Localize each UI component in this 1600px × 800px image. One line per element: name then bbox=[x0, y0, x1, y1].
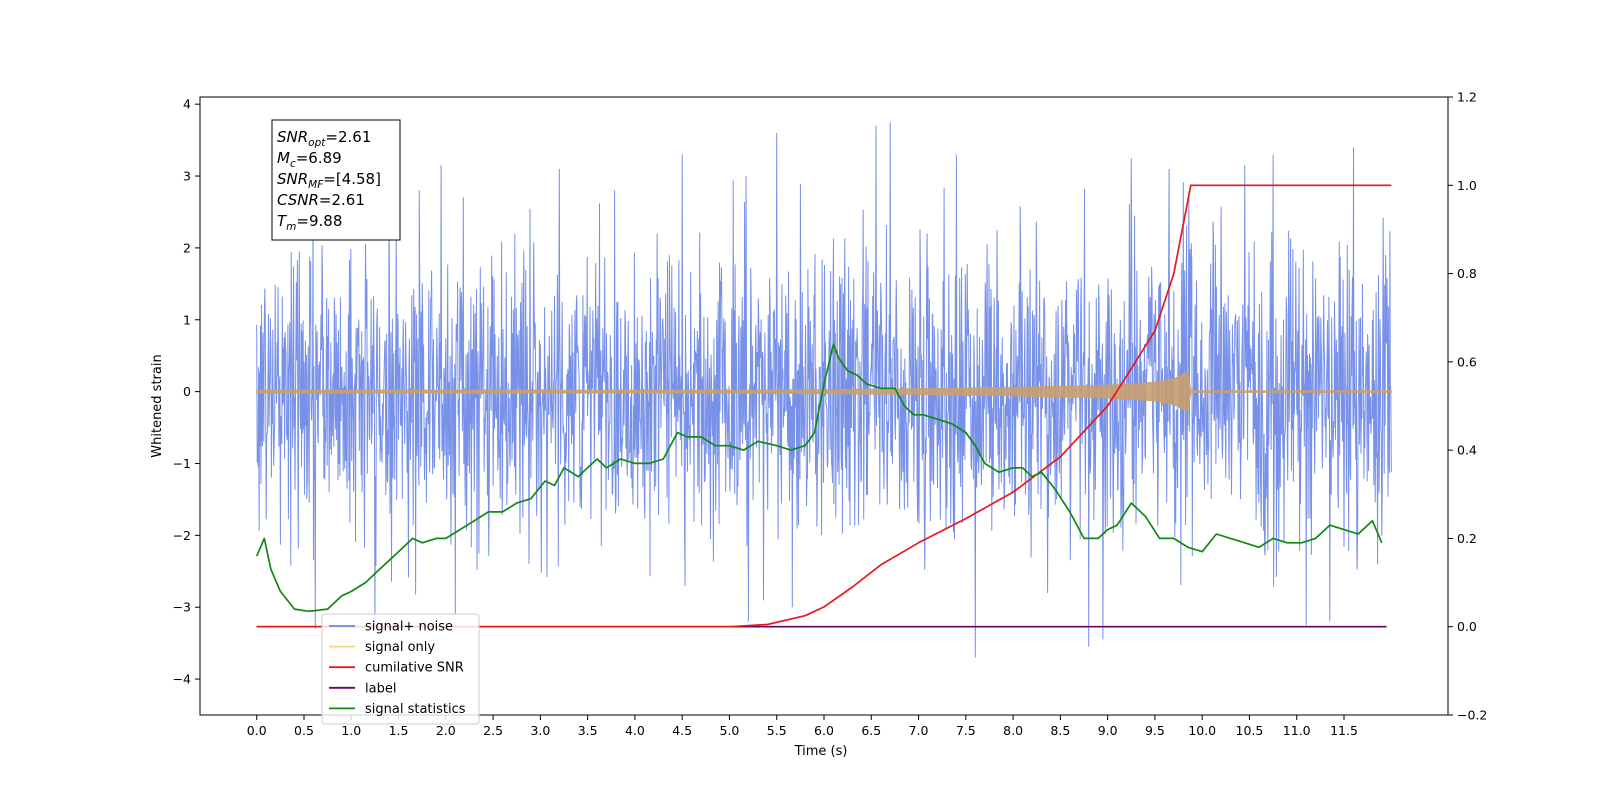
y2-tick-label: 1.2 bbox=[1457, 90, 1477, 105]
y-axis-right: −0.2 0.0 0.2 0.4 0.6 0.8 1.0 1.2 bbox=[1448, 90, 1487, 723]
x-tick-label: 7.0 bbox=[909, 723, 929, 738]
info-box-line: SNRMF=[4.58] bbox=[277, 170, 381, 191]
y2-tick-label: 0.6 bbox=[1457, 354, 1477, 369]
signal-only-envelope bbox=[256, 371, 1392, 412]
info-box-line: SNRopt=2.61 bbox=[277, 128, 371, 149]
legend-frame bbox=[321, 613, 480, 725]
y2-tick-label: 0.0 bbox=[1457, 619, 1477, 634]
y-tick-label: 4 bbox=[183, 97, 191, 112]
y-tick-label: −1 bbox=[173, 456, 191, 471]
y-tick-label: −2 bbox=[173, 528, 191, 543]
x-tick-label: 7.5 bbox=[956, 723, 976, 738]
legend-entry: label bbox=[365, 681, 396, 696]
x-axis: 0.0 0.5 1.0 1.5 2.0 2.5 3.0 3.5 4.0 4.5 5.0 5.5 6.0 6… bbox=[247, 715, 1358, 738]
x-tick-label: 5.5 bbox=[767, 723, 787, 738]
y-tick-label: −4 bbox=[173, 672, 191, 687]
x-tick-label: 8.0 bbox=[1003, 723, 1023, 738]
info-box-line: Tm=9.88 bbox=[277, 212, 342, 233]
x-tick-label: 4.5 bbox=[672, 723, 692, 738]
x-tick-label: 2.5 bbox=[483, 723, 503, 738]
y2-tick-label: 0.4 bbox=[1457, 443, 1477, 458]
legend-entry: cumilative SNR bbox=[365, 661, 464, 676]
x-tick-label: 0.5 bbox=[294, 723, 314, 738]
x-tick-label: 10.0 bbox=[1188, 723, 1216, 738]
y2-tick-label: 0.8 bbox=[1457, 266, 1477, 281]
y2-tick-label: 0.2 bbox=[1457, 531, 1477, 546]
y-tick-label: 3 bbox=[183, 169, 191, 184]
x-tick-label: 5.0 bbox=[720, 723, 740, 738]
cumilative-snr-line bbox=[256, 184, 1392, 628]
y-axis-left: −4 −3 −2 −1 0 1 2 3 4 bbox=[173, 97, 200, 687]
signal-only-series bbox=[256, 371, 1392, 412]
y-tick-label: 1 bbox=[183, 312, 191, 327]
y-tick-label: −3 bbox=[173, 600, 191, 615]
y2-tick-label: −0.2 bbox=[1457, 708, 1487, 723]
x-tick-label: 10.5 bbox=[1236, 723, 1264, 738]
x-tick-label: 9.0 bbox=[1098, 723, 1118, 738]
x-tick-label: 3.0 bbox=[530, 723, 550, 738]
y2-tick-label: 1.0 bbox=[1457, 178, 1477, 193]
x-tick-label: 0.0 bbox=[247, 723, 267, 738]
info-box-frame bbox=[271, 119, 401, 241]
legend: signal+ noise signal only cumilative SNR la… bbox=[321, 613, 480, 725]
y-axis-label: Whitened strain bbox=[150, 354, 165, 457]
y-tick-label: 0 bbox=[183, 384, 191, 399]
legend-entry: signal+ noise bbox=[365, 620, 453, 635]
y-tick-label: 2 bbox=[183, 240, 191, 255]
signal-statistics-line bbox=[255, 343, 1383, 613]
info-box-line: CSNR=2.61 bbox=[277, 191, 365, 209]
x-axis-label: Time (s) bbox=[794, 744, 848, 759]
x-tick-label: 8.5 bbox=[1050, 723, 1070, 738]
legend-entry: signal only bbox=[365, 640, 435, 655]
legend-entry: signal statistics bbox=[365, 702, 466, 717]
x-tick-label: 6.0 bbox=[814, 723, 834, 738]
x-tick-label: 11.5 bbox=[1330, 723, 1358, 738]
x-tick-label: 3.5 bbox=[578, 723, 598, 738]
info-box-line: Mc=6.89 bbox=[277, 149, 342, 170]
x-tick-label: 2.0 bbox=[436, 723, 456, 738]
x-tick-label: 6.5 bbox=[861, 723, 881, 738]
x-tick-label: 11.0 bbox=[1283, 723, 1311, 738]
x-tick-label: 1.5 bbox=[389, 723, 409, 738]
x-tick-label: 1.0 bbox=[341, 723, 361, 738]
x-tick-label: 4.0 bbox=[625, 723, 645, 738]
x-tick-label: 9.5 bbox=[1145, 723, 1165, 738]
